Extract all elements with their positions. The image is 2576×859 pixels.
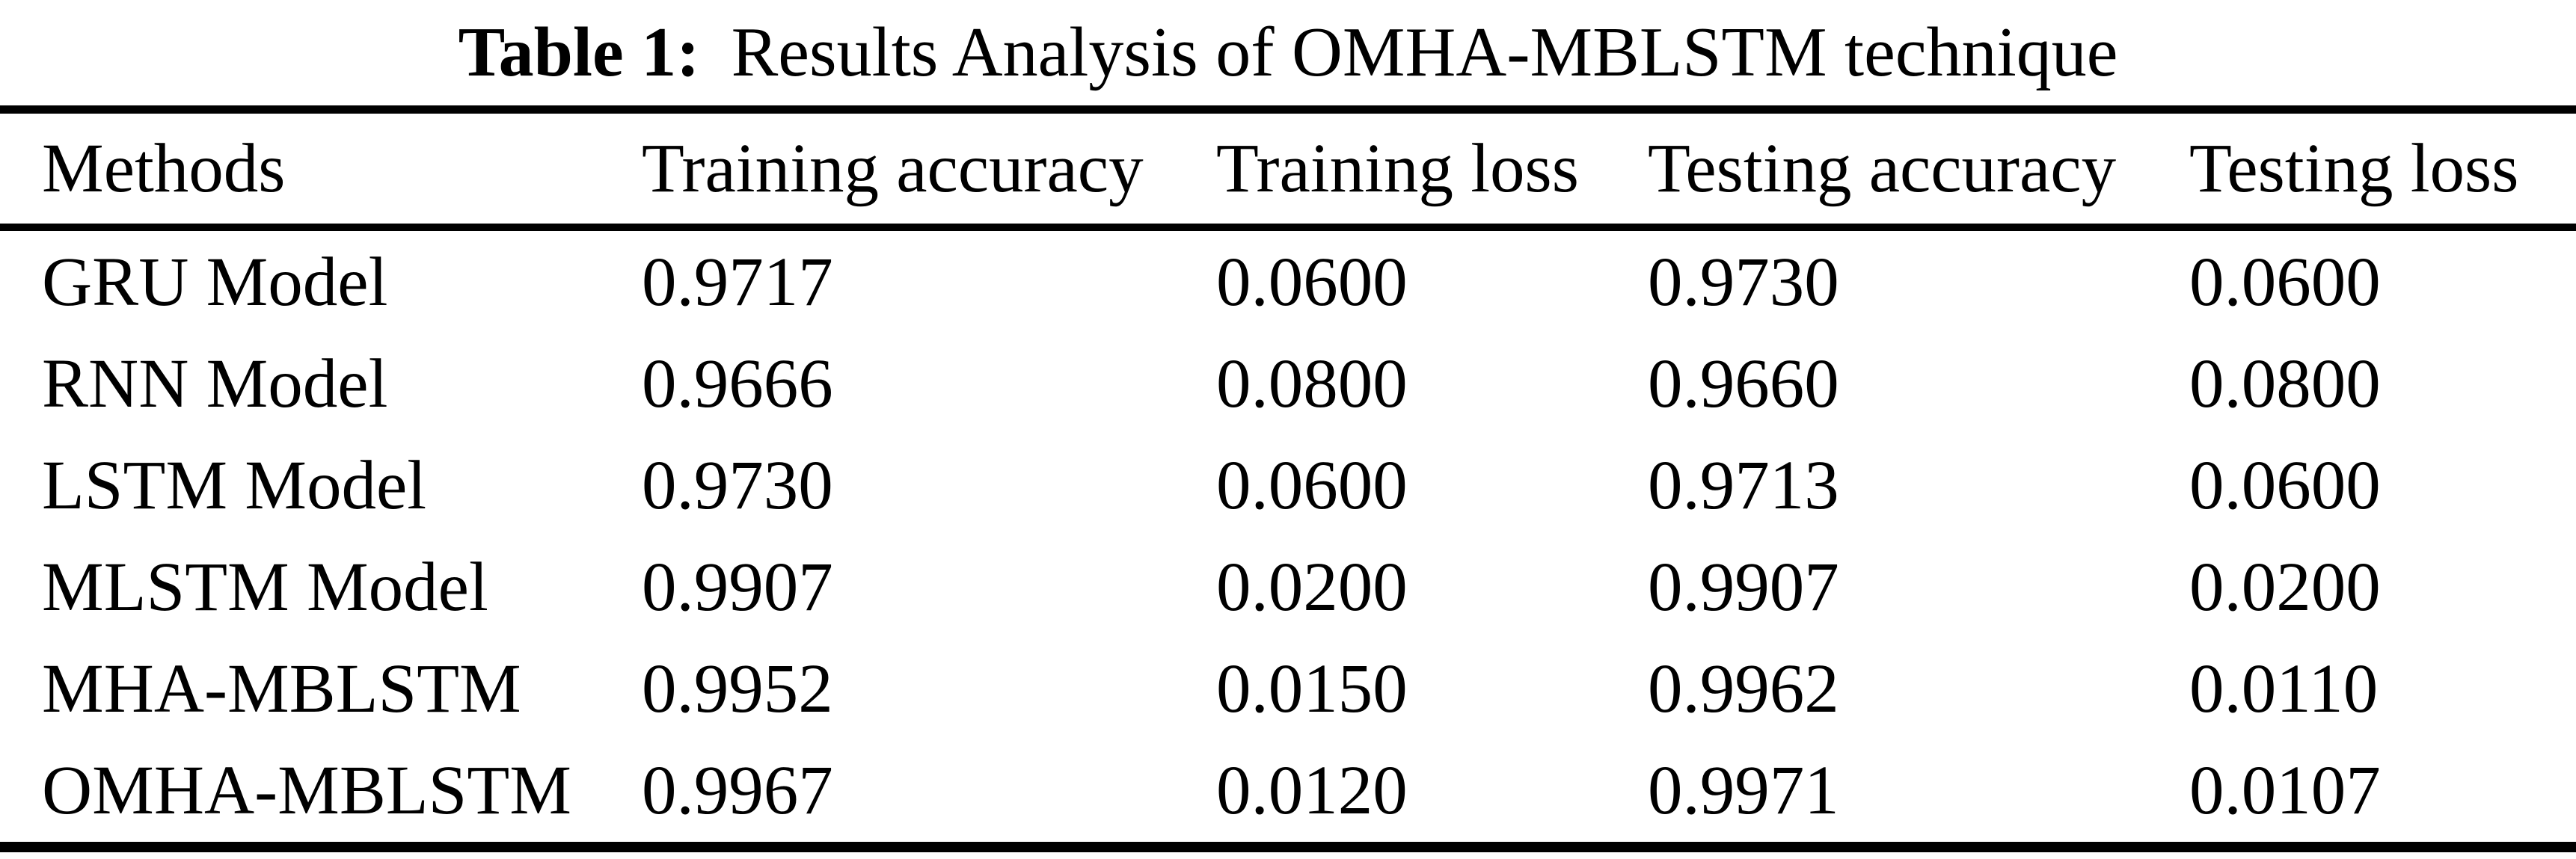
training-loss-cell: 0.0800 [1216, 345, 1408, 422]
training-accuracy-cell: 0.9907 [642, 549, 833, 626]
bottom-rule [0, 842, 2576, 852]
testing-loss-cell: 0.0800 [2189, 345, 2381, 422]
table-row-omha-mblstm: OMHA-MBLSTM 0.9967 0.0120 0.9971 0.0107 [0, 740, 2576, 842]
method-cell: LSTM Model [42, 446, 427, 524]
method-cell: RNN Model [42, 345, 388, 422]
column-header-testing-loss: Testing loss [2189, 129, 2519, 207]
training-accuracy-cell: 0.9717 [642, 243, 833, 321]
training-loss-cell: 0.0200 [1216, 549, 1408, 626]
training-accuracy-cell: 0.9952 [642, 650, 833, 728]
testing-accuracy-cell: 0.9730 [1648, 243, 1839, 321]
testing-loss-cell: 0.0200 [2189, 549, 2381, 626]
training-accuracy-cell: 0.9666 [642, 345, 833, 422]
table-row-gru: GRU Model 0.9717 0.0600 0.9730 0.0600 [0, 231, 2576, 333]
top-rule [0, 105, 2576, 114]
method-cell: GRU Model [42, 243, 388, 321]
method-cell: MHA-MBLSTM [42, 650, 521, 728]
testing-accuracy-cell: 0.9971 [1648, 752, 1839, 830]
column-header-training-loss: Training loss [1216, 129, 1579, 207]
testing-accuracy-cell: 0.9962 [1648, 650, 1839, 728]
column-header-methods: Methods [42, 129, 286, 207]
training-accuracy-cell: 0.9967 [642, 752, 833, 830]
method-cell: MLSTM Model [42, 549, 488, 626]
table-caption: Table 1: Results Analysis of OMHA-MBLSTM… [0, 0, 2576, 105]
column-header-testing-accuracy: Testing accuracy [1648, 129, 2117, 207]
table-caption-label: Table 1: [458, 13, 700, 91]
training-accuracy-cell: 0.9730 [642, 446, 833, 524]
testing-accuracy-cell: 0.9907 [1648, 549, 1839, 626]
testing-accuracy-cell: 0.9660 [1648, 345, 1839, 422]
header-rule [0, 224, 2576, 231]
table-row-lstm: LSTM Model 0.9730 0.0600 0.9713 0.0600 [0, 434, 2576, 536]
testing-loss-cell: 0.0600 [2189, 243, 2381, 321]
table-row-mha-mblstm: MHA-MBLSTM 0.9952 0.0150 0.9962 0.0110 [0, 638, 2576, 740]
column-header-training-accuracy: Training accuracy [642, 129, 1144, 207]
testing-accuracy-cell: 0.9713 [1648, 446, 1839, 524]
training-loss-cell: 0.0150 [1216, 650, 1408, 728]
table-body: GRU Model 0.9717 0.0600 0.9730 0.0600 RN… [0, 231, 2576, 842]
testing-loss-cell: 0.0600 [2189, 446, 2381, 524]
table-row-mlstm: MLSTM Model 0.9907 0.0200 0.9907 0.0200 [0, 537, 2576, 638]
training-loss-cell: 0.0600 [1216, 243, 1408, 321]
table-header-row: Methods Training accuracy Training loss … [0, 113, 2576, 224]
table-row-rnn: RNN Model 0.9666 0.0800 0.9660 0.0800 [0, 333, 2576, 434]
table-caption-text: Results Analysis of OMHA-MBLSTM techniqu… [731, 13, 2118, 91]
testing-loss-cell: 0.0110 [2189, 650, 2379, 728]
training-loss-cell: 0.0600 [1216, 446, 1408, 524]
testing-loss-cell: 0.0107 [2189, 752, 2381, 830]
training-loss-cell: 0.0120 [1216, 752, 1408, 830]
method-cell: OMHA-MBLSTM [42, 752, 571, 830]
